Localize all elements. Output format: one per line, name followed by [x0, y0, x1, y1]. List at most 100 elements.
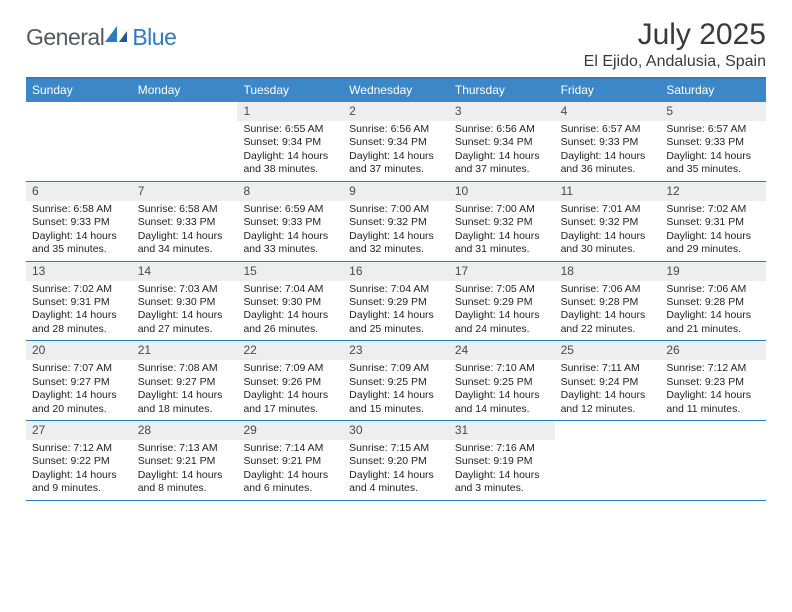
day-cell: 31Sunrise: 7:16 AMSunset: 9:19 PMDayligh…	[449, 421, 555, 500]
day-cell	[26, 102, 132, 181]
sunset-text: Sunset: 9:34 PM	[455, 136, 549, 149]
daylight-text: Daylight: 14 hours and 14 minutes.	[455, 389, 549, 416]
day-number: 24	[449, 341, 555, 360]
day-number: 5	[660, 102, 766, 121]
sunrise-text: Sunrise: 7:13 AM	[138, 442, 232, 455]
daylight-text: Daylight: 14 hours and 20 minutes.	[32, 389, 126, 416]
day-cell: 30Sunrise: 7:15 AMSunset: 9:20 PMDayligh…	[343, 421, 449, 500]
day-details: Sunrise: 7:14 AMSunset: 9:21 PMDaylight:…	[237, 440, 343, 500]
calendar-page: General Blue July 2025 El Ejido, Andalus…	[0, 0, 792, 501]
sunrise-text: Sunrise: 7:05 AM	[455, 283, 549, 296]
day-cell: 21Sunrise: 7:08 AMSunset: 9:27 PMDayligh…	[132, 341, 238, 420]
sunrise-text: Sunrise: 7:12 AM	[666, 362, 760, 375]
day-number: 12	[660, 182, 766, 201]
day-number: 13	[26, 262, 132, 281]
sunset-text: Sunset: 9:31 PM	[32, 296, 126, 309]
month-title: July 2025	[584, 18, 766, 52]
day-cell: 16Sunrise: 7:04 AMSunset: 9:29 PMDayligh…	[343, 262, 449, 341]
daylight-text: Daylight: 14 hours and 32 minutes.	[349, 230, 443, 257]
daylight-text: Daylight: 14 hours and 36 minutes.	[561, 150, 655, 177]
daylight-text: Daylight: 14 hours and 34 minutes.	[138, 230, 232, 257]
day-details: Sunrise: 7:07 AMSunset: 9:27 PMDaylight:…	[26, 360, 132, 420]
day-cell: 9Sunrise: 7:00 AMSunset: 9:32 PMDaylight…	[343, 182, 449, 261]
day-details: Sunrise: 7:15 AMSunset: 9:20 PMDaylight:…	[343, 440, 449, 500]
weekday-header: Sunday	[26, 79, 132, 102]
day-number	[132, 102, 238, 107]
sunrise-text: Sunrise: 7:09 AM	[243, 362, 337, 375]
day-cell: 28Sunrise: 7:13 AMSunset: 9:21 PMDayligh…	[132, 421, 238, 500]
brand-word2: Blue	[132, 24, 176, 51]
sunrise-text: Sunrise: 7:00 AM	[455, 203, 549, 216]
day-details: Sunrise: 7:02 AMSunset: 9:31 PMDaylight:…	[26, 281, 132, 341]
day-details: Sunrise: 7:04 AMSunset: 9:29 PMDaylight:…	[343, 281, 449, 341]
day-number: 8	[237, 182, 343, 201]
sunset-text: Sunset: 9:25 PM	[349, 376, 443, 389]
sunset-text: Sunset: 9:33 PM	[561, 136, 655, 149]
day-number: 28	[132, 421, 238, 440]
sunset-text: Sunset: 9:30 PM	[243, 296, 337, 309]
day-details: Sunrise: 7:16 AMSunset: 9:19 PMDaylight:…	[449, 440, 555, 500]
daylight-text: Daylight: 14 hours and 17 minutes.	[243, 389, 337, 416]
sunrise-text: Sunrise: 7:09 AM	[349, 362, 443, 375]
daylight-text: Daylight: 14 hours and 30 minutes.	[561, 230, 655, 257]
day-number: 15	[237, 262, 343, 281]
day-details: Sunrise: 6:57 AMSunset: 9:33 PMDaylight:…	[660, 121, 766, 181]
day-number: 9	[343, 182, 449, 201]
sunset-text: Sunset: 9:34 PM	[243, 136, 337, 149]
day-cell: 18Sunrise: 7:06 AMSunset: 9:28 PMDayligh…	[555, 262, 661, 341]
day-details: Sunrise: 7:06 AMSunset: 9:28 PMDaylight:…	[660, 281, 766, 341]
day-cell: 10Sunrise: 7:00 AMSunset: 9:32 PMDayligh…	[449, 182, 555, 261]
sunset-text: Sunset: 9:32 PM	[455, 216, 549, 229]
day-details: Sunrise: 7:04 AMSunset: 9:30 PMDaylight:…	[237, 281, 343, 341]
day-cell	[555, 421, 661, 500]
sunset-text: Sunset: 9:25 PM	[455, 376, 549, 389]
day-number: 2	[343, 102, 449, 121]
title-block: July 2025 El Ejido, Andalusia, Spain	[584, 18, 766, 71]
sunrise-text: Sunrise: 6:55 AM	[243, 123, 337, 136]
day-number: 30	[343, 421, 449, 440]
sunset-text: Sunset: 9:24 PM	[561, 376, 655, 389]
day-cell: 26Sunrise: 7:12 AMSunset: 9:23 PMDayligh…	[660, 341, 766, 420]
sunset-text: Sunset: 9:34 PM	[349, 136, 443, 149]
day-details: Sunrise: 7:00 AMSunset: 9:32 PMDaylight:…	[449, 201, 555, 261]
day-number: 23	[343, 341, 449, 360]
daylight-text: Daylight: 14 hours and 22 minutes.	[561, 309, 655, 336]
day-details: Sunrise: 6:55 AMSunset: 9:34 PMDaylight:…	[237, 121, 343, 181]
sunrise-text: Sunrise: 6:57 AM	[561, 123, 655, 136]
day-cell: 8Sunrise: 6:59 AMSunset: 9:33 PMDaylight…	[237, 182, 343, 261]
sunset-text: Sunset: 9:19 PM	[455, 455, 549, 468]
day-details: Sunrise: 6:58 AMSunset: 9:33 PMDaylight:…	[26, 201, 132, 261]
day-cell: 4Sunrise: 6:57 AMSunset: 9:33 PMDaylight…	[555, 102, 661, 181]
day-details: Sunrise: 6:59 AMSunset: 9:33 PMDaylight:…	[237, 201, 343, 261]
daylight-text: Daylight: 14 hours and 25 minutes.	[349, 309, 443, 336]
sunset-text: Sunset: 9:21 PM	[243, 455, 337, 468]
daylight-text: Daylight: 14 hours and 31 minutes.	[455, 230, 549, 257]
day-cell: 7Sunrise: 6:58 AMSunset: 9:33 PMDaylight…	[132, 182, 238, 261]
day-cell	[660, 421, 766, 500]
daylight-text: Daylight: 14 hours and 4 minutes.	[349, 469, 443, 496]
day-details: Sunrise: 7:10 AMSunset: 9:25 PMDaylight:…	[449, 360, 555, 420]
day-number: 14	[132, 262, 238, 281]
weekday-header-row: Sunday Monday Tuesday Wednesday Thursday…	[26, 79, 766, 102]
daylight-text: Daylight: 14 hours and 11 minutes.	[666, 389, 760, 416]
sunrise-text: Sunrise: 7:11 AM	[561, 362, 655, 375]
weekday-header: Wednesday	[343, 79, 449, 102]
brand-logo: General Blue	[26, 18, 176, 51]
day-number	[26, 102, 132, 107]
day-number: 27	[26, 421, 132, 440]
sunset-text: Sunset: 9:22 PM	[32, 455, 126, 468]
day-details: Sunrise: 7:09 AMSunset: 9:25 PMDaylight:…	[343, 360, 449, 420]
sunrise-text: Sunrise: 7:12 AM	[32, 442, 126, 455]
weeks-container: 1Sunrise: 6:55 AMSunset: 9:34 PMDaylight…	[26, 102, 766, 501]
daylight-text: Daylight: 14 hours and 6 minutes.	[243, 469, 337, 496]
sunset-text: Sunset: 9:33 PM	[243, 216, 337, 229]
day-cell: 2Sunrise: 6:56 AMSunset: 9:34 PMDaylight…	[343, 102, 449, 181]
day-cell: 12Sunrise: 7:02 AMSunset: 9:31 PMDayligh…	[660, 182, 766, 261]
day-details: Sunrise: 7:02 AMSunset: 9:31 PMDaylight:…	[660, 201, 766, 261]
day-cell: 25Sunrise: 7:11 AMSunset: 9:24 PMDayligh…	[555, 341, 661, 420]
day-details: Sunrise: 7:00 AMSunset: 9:32 PMDaylight:…	[343, 201, 449, 261]
sunrise-text: Sunrise: 6:56 AM	[455, 123, 549, 136]
day-details: Sunrise: 6:57 AMSunset: 9:33 PMDaylight:…	[555, 121, 661, 181]
day-number: 22	[237, 341, 343, 360]
day-number: 21	[132, 341, 238, 360]
